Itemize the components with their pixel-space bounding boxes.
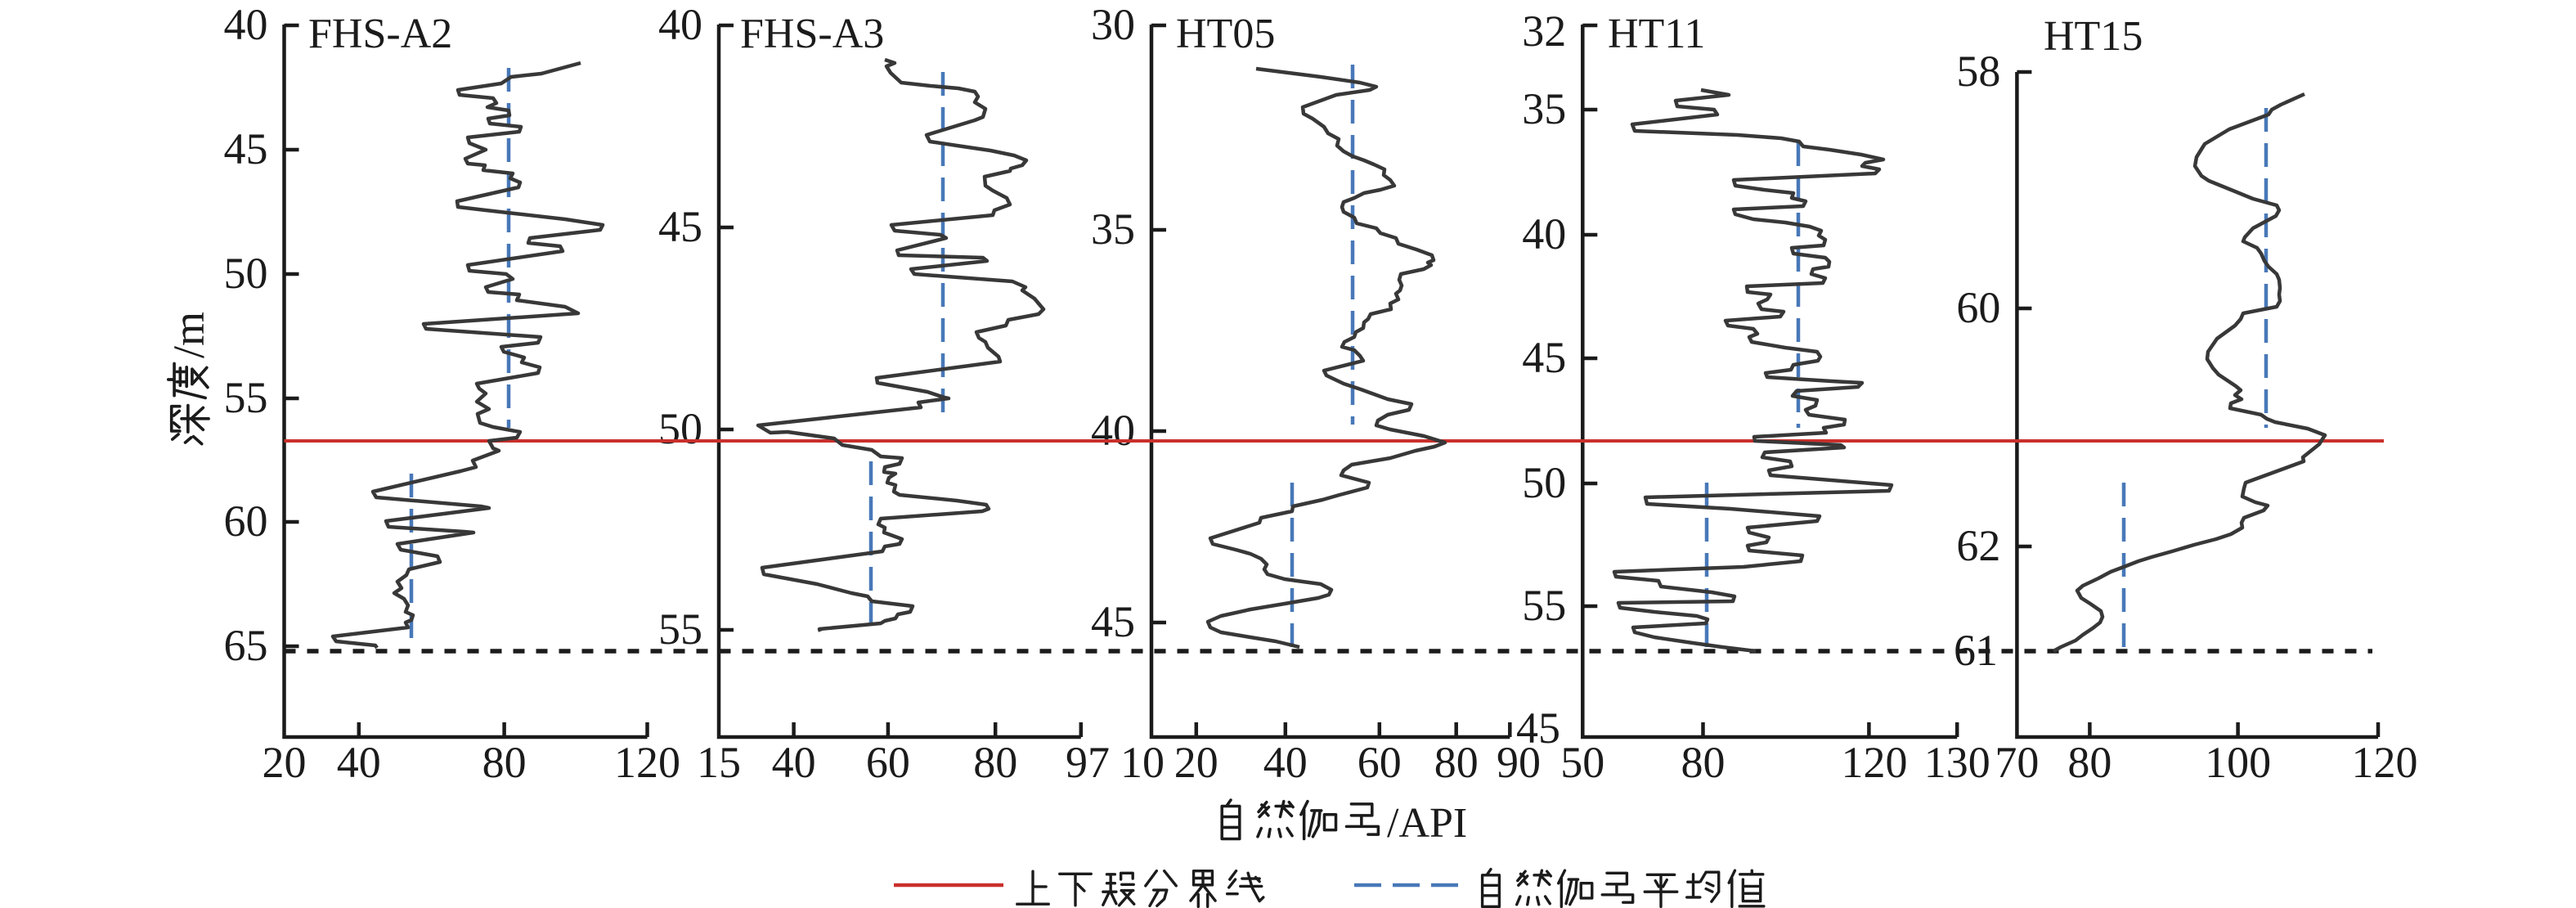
svg-text:40: 40 [772, 738, 816, 787]
svg-text:35: 35 [1091, 205, 1135, 254]
svg-text:130: 130 [1924, 738, 1990, 787]
svg-text:40: 40 [1263, 738, 1308, 787]
svg-text:55: 55 [224, 373, 268, 422]
svg-text:60: 60 [224, 497, 268, 546]
svg-text:32: 32 [1522, 7, 1566, 56]
svg-text:120: 120 [2352, 738, 2418, 787]
svg-text:80: 80 [973, 738, 1017, 787]
svg-text:80: 80 [1434, 738, 1479, 787]
svg-text:62: 62 [1956, 521, 2000, 570]
svg-text:97: 97 [1066, 738, 1110, 787]
svg-text:10: 10 [1120, 738, 1165, 787]
svg-text:HT11: HT11 [1608, 11, 1705, 57]
svg-text:15: 15 [697, 738, 741, 787]
svg-text:80: 80 [482, 738, 527, 787]
svg-text:80: 80 [2067, 738, 2112, 787]
svg-text:100: 100 [2205, 738, 2271, 787]
svg-text:40: 40 [1522, 209, 1566, 258]
svg-text:HT05: HT05 [1176, 11, 1275, 57]
svg-text:60: 60 [1358, 738, 1402, 787]
svg-text:/API: /API [1387, 800, 1467, 847]
svg-text:40: 40 [224, 0, 268, 49]
svg-text:45: 45 [1522, 333, 1566, 382]
svg-text:120: 120 [1842, 738, 1908, 787]
svg-text:60: 60 [1956, 283, 2000, 332]
svg-text:FHS-A2: FHS-A2 [308, 11, 452, 57]
svg-text:45: 45 [658, 202, 702, 251]
svg-text:120: 120 [614, 738, 680, 787]
svg-text:40: 40 [337, 738, 381, 787]
svg-text:45: 45 [1091, 597, 1135, 646]
svg-text:90: 90 [1497, 738, 1541, 787]
svg-text:45: 45 [224, 124, 268, 173]
svg-text:58: 58 [1956, 47, 2000, 96]
svg-text:/m: /m [164, 312, 213, 358]
svg-text:20: 20 [1174, 738, 1218, 787]
svg-text:80: 80 [1681, 738, 1726, 787]
svg-text:70: 70 [1995, 738, 2039, 787]
svg-text:30: 30 [1091, 0, 1135, 49]
svg-text:FHS-A3: FHS-A3 [740, 11, 884, 57]
svg-text:40: 40 [1091, 406, 1135, 455]
svg-text:20: 20 [263, 738, 307, 787]
svg-text:40: 40 [658, 0, 702, 49]
svg-text:50: 50 [1522, 458, 1566, 507]
svg-text:65: 65 [224, 621, 268, 670]
svg-text:55: 55 [658, 605, 702, 654]
svg-text:55: 55 [1522, 581, 1566, 630]
svg-text:50: 50 [224, 249, 268, 298]
svg-text:45: 45 [1516, 703, 1560, 753]
svg-text:HT15: HT15 [2044, 13, 2143, 60]
svg-text:50: 50 [658, 404, 702, 453]
svg-text:60: 60 [866, 738, 910, 787]
svg-text:35: 35 [1522, 84, 1566, 133]
svg-text:50: 50 [1560, 738, 1604, 787]
